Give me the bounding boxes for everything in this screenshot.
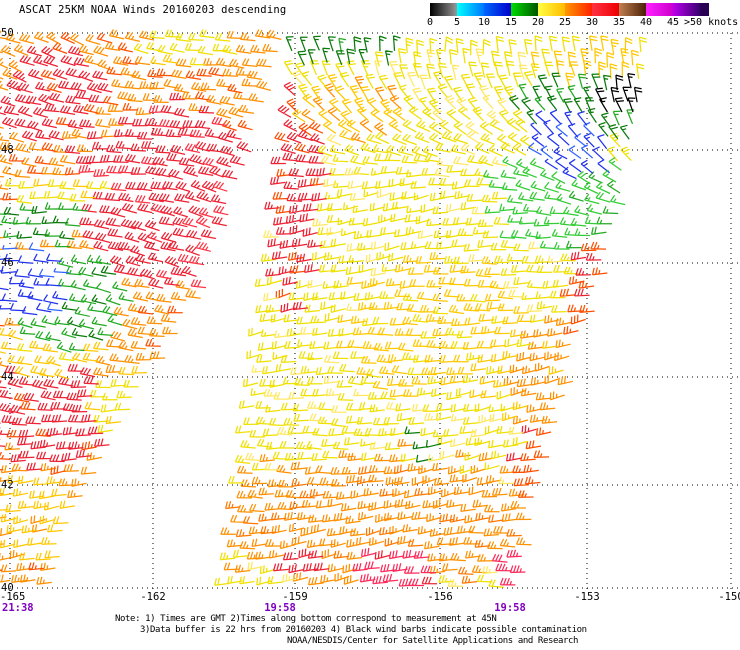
legend-color-segment: [538, 3, 565, 16]
note-line-1: Note: 1) Times are GMT 2)Times along bot…: [115, 614, 497, 624]
legend-tick-label: 10: [477, 17, 491, 28]
wind-barbs-ff3344: [78, 105, 229, 289]
legend-tick-label: 25: [558, 17, 572, 28]
legend-unit-label: >50 knots: [684, 17, 739, 28]
lat-tick-label: 42: [1, 479, 14, 491]
swath-time-label: 21:38: [2, 602, 34, 614]
legend-color-segment: [484, 3, 511, 16]
legend-color-segment: [619, 3, 646, 16]
wind-barbs-22aa22: [0, 37, 635, 353]
lat-tick-label: 44: [1, 371, 14, 383]
legend-tick-label: 35: [612, 17, 626, 28]
legend-tick-label: 20: [531, 17, 545, 28]
lon-tick-label: -165: [0, 591, 26, 603]
wind-speed-legend: 0 5 10 15 20 25 30 35 40 45 >50 knots: [427, 3, 740, 33]
note-line-3: NOAA/NESDIS/Center for Satellite Applica…: [287, 636, 579, 646]
swath-time-label: 19:58: [494, 602, 526, 614]
lon-tick-label: -156: [427, 591, 453, 603]
wind-barbs-ff2a5a: [352, 547, 526, 587]
wind-barbs-f0e000: [4, 29, 647, 588]
wind-barbs-000000: [595, 72, 643, 113]
legend-tick-label: 40: [639, 17, 653, 28]
lat-tick-label: 46: [1, 257, 14, 269]
wind-barbs-33cc33: [482, 155, 626, 250]
lat-tick-label: 50: [1, 27, 14, 39]
lat-tick-label: 40: [1, 582, 14, 594]
legend-color-segment: [646, 3, 673, 16]
wind-barbs-0a7a0a: [3, 35, 630, 463]
wind-barbs-ffc800: [0, 35, 639, 561]
legend-color-segment: [511, 3, 538, 16]
legend-colorbar: [430, 3, 709, 16]
wind-barbs-ee2233: [0, 45, 602, 585]
lat-tick-label: 48: [1, 144, 14, 156]
page-title: ASCAT 25KM NOAA Winds 20160203 descendin…: [19, 4, 287, 16]
legend-color-segment: [457, 3, 484, 16]
legend-color-segment: [592, 3, 619, 16]
swath-time-label: 19:58: [264, 602, 296, 614]
lon-tick-label: -150: [718, 591, 740, 603]
wind-barbs-ff9000: [0, 29, 574, 586]
legend-over50-segment: [700, 3, 709, 16]
lon-tick-label: -153: [574, 591, 600, 603]
legend-color-segment: [430, 3, 457, 16]
legend-tick-label: 30: [585, 17, 599, 28]
wind-barbs-ff7800: [224, 464, 522, 584]
legend-tick-label: 45: [666, 17, 680, 28]
wind-barbs-2233ee: [0, 109, 610, 316]
wind-barbs-3366ff: [2, 121, 595, 312]
lon-tick-label: -159: [282, 591, 308, 603]
legend-color-segment: [565, 3, 592, 16]
legend-tick-label: 5: [453, 17, 461, 28]
note-line-2: 3)Data buffer is 22 hrs from 20160203 4)…: [140, 625, 587, 635]
lon-tick-label: -162: [140, 591, 166, 603]
wind-barbs-ffe860: [244, 48, 563, 587]
legend-tick-label: 15: [504, 17, 518, 28]
legend-color-segment: [673, 3, 700, 16]
legend-tick-label: 0: [426, 17, 434, 28]
wind-barbs-ff5000: [0, 31, 608, 571]
